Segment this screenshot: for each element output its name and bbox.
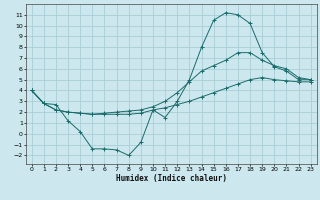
X-axis label: Humidex (Indice chaleur): Humidex (Indice chaleur) xyxy=(116,174,227,183)
